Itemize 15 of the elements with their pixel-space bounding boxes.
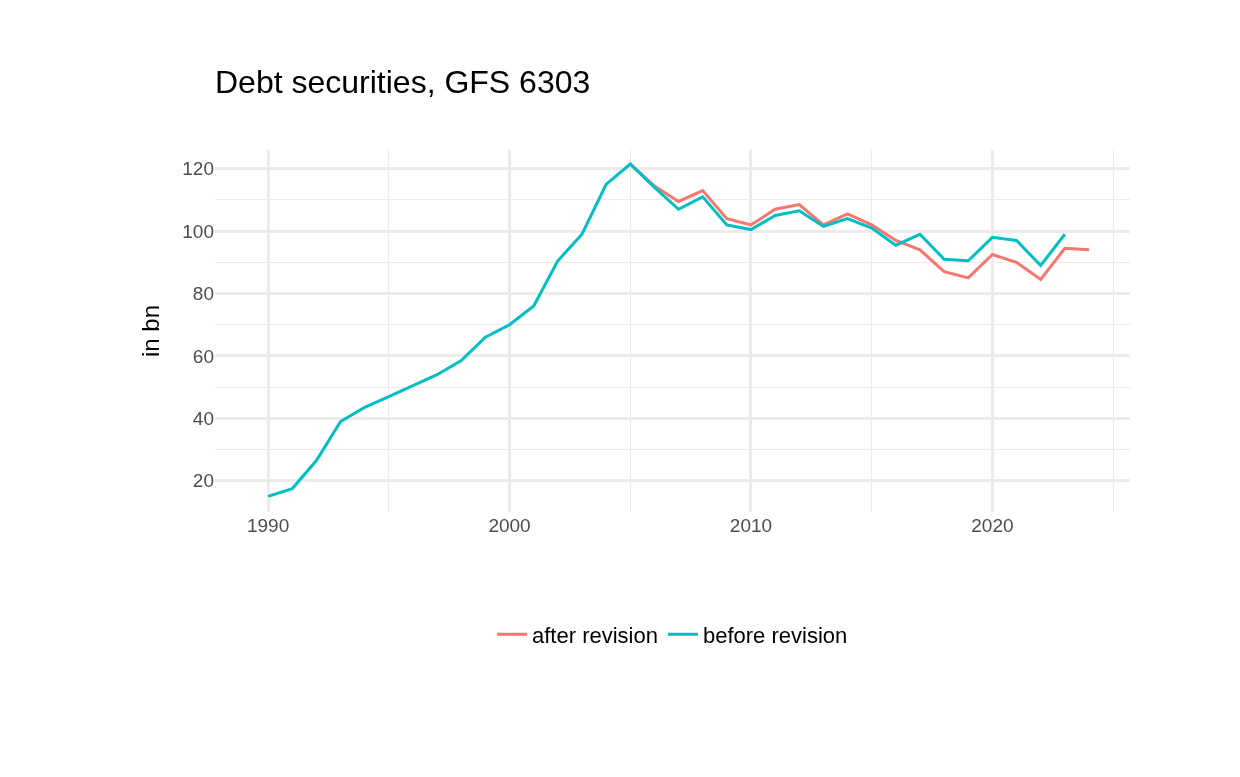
- x-tick-label: 2020: [971, 515, 1014, 536]
- chart-title: Debt securities, GFS 6303: [215, 64, 591, 101]
- y-tick-label: 120: [182, 158, 214, 180]
- y-tick-label: 100: [182, 220, 214, 242]
- y-tick-label: 40: [192, 408, 214, 430]
- y-tick-label: 20: [192, 470, 214, 492]
- y-axis-title: in bn: [137, 304, 165, 358]
- x-tick-label: 2010: [729, 515, 773, 536]
- y-tick-label: 60: [192, 345, 214, 367]
- x-tick-label: 2000: [488, 515, 531, 536]
- x-tick-label: 1990: [246, 515, 290, 536]
- legend-label: before revision: [702, 622, 848, 648]
- y-tick-label: 80: [192, 283, 214, 305]
- legend-label: after revision: [532, 622, 658, 648]
- line-series: [266, 162, 1067, 498]
